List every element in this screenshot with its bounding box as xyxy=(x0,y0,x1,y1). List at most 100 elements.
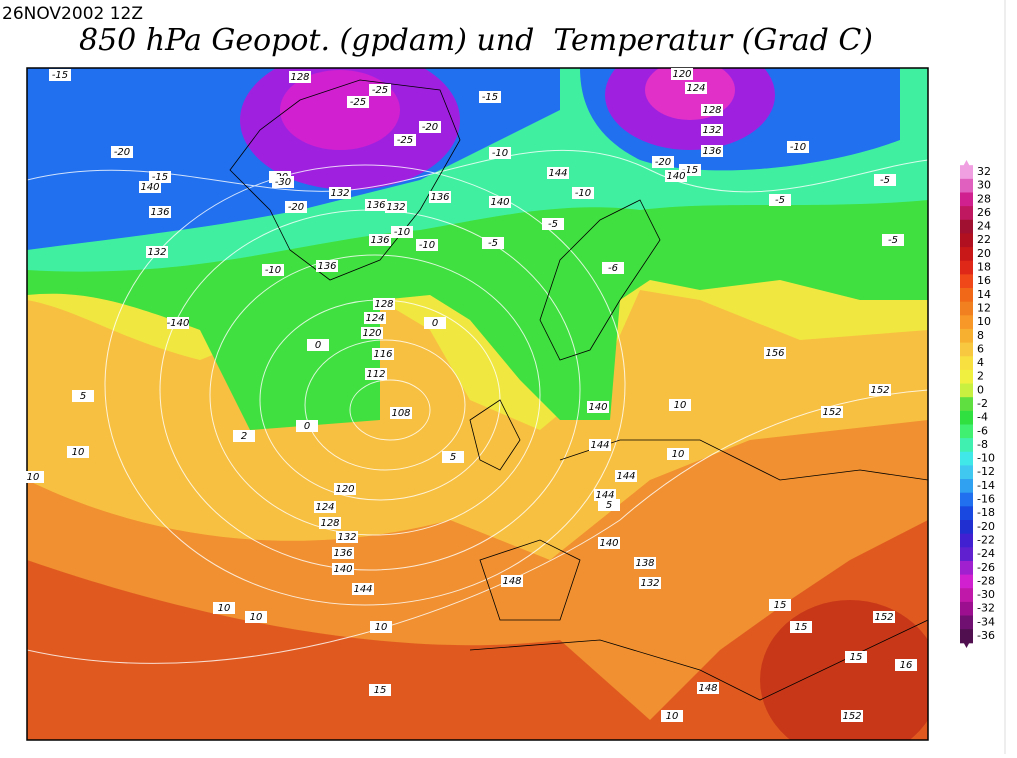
contour-label-box xyxy=(697,682,719,694)
contour-label: 140 xyxy=(490,197,509,208)
colorbar-swatch xyxy=(960,301,973,316)
contour-label: 112 xyxy=(366,369,385,380)
contour-label-box xyxy=(669,399,691,411)
field-red xyxy=(760,600,928,740)
contour-label-box xyxy=(314,501,336,513)
contour-label: 144 xyxy=(353,584,372,595)
contour-label: 128 xyxy=(290,72,309,83)
colorbar-label: 4 xyxy=(977,356,984,369)
contour-label-box xyxy=(639,577,661,589)
contour-label-box xyxy=(882,234,904,246)
contour-label: -5 xyxy=(548,219,558,230)
contour-label-box xyxy=(874,174,896,186)
colorbar-swatch xyxy=(960,451,973,466)
colorbar-swatch xyxy=(960,342,973,357)
colorbar-swatch xyxy=(960,492,973,507)
contour-label: 0 xyxy=(432,318,438,329)
contour-label: -5 xyxy=(880,175,890,186)
colorbar-swatch xyxy=(960,506,973,521)
contour-label-box xyxy=(416,239,438,251)
contour-label-box xyxy=(149,206,171,218)
contour-label: 10 xyxy=(375,622,388,633)
contour-label-box xyxy=(307,339,329,351)
contour-label-box xyxy=(764,347,786,359)
contour-label-box xyxy=(671,68,693,80)
contour-label-box xyxy=(667,448,689,460)
contour-label-box xyxy=(615,470,637,482)
contour-label: -5 xyxy=(888,235,898,246)
colorbar-swatch xyxy=(960,260,973,275)
contour-label: -15 xyxy=(482,92,498,103)
colorbar-swatch xyxy=(960,533,973,548)
contour-label: 15 xyxy=(374,685,387,696)
contour-label: 132 xyxy=(147,247,166,258)
contour-label-box xyxy=(701,124,723,136)
colorbar-swatch xyxy=(960,438,973,453)
colorbar-label: 8 xyxy=(977,329,984,342)
contour-label-box xyxy=(572,187,594,199)
contour-label-box xyxy=(373,298,395,310)
colorbar-swatch xyxy=(960,397,973,412)
contour-label-box xyxy=(547,167,569,179)
contour-label: 120 xyxy=(335,484,354,495)
colorbar-swatch xyxy=(960,479,973,494)
contour-label-box xyxy=(479,91,501,103)
contour-label-box xyxy=(285,201,307,213)
contour-label-box xyxy=(542,218,564,230)
contour-label: 15 xyxy=(774,600,787,611)
contour-label: 116 xyxy=(373,349,392,360)
colorbar-swatch xyxy=(960,615,973,630)
contour-label: 5 xyxy=(606,500,612,511)
map-area xyxy=(27,68,928,740)
contour-label-box xyxy=(149,171,171,183)
contour-label: 10 xyxy=(27,472,40,483)
contour-label: -20 xyxy=(655,157,671,168)
contour-label-box xyxy=(49,69,71,81)
contour-label-box xyxy=(233,430,255,442)
contour-label-box xyxy=(482,237,504,249)
contour-label: 156 xyxy=(765,348,784,359)
contour-label-box xyxy=(869,384,891,396)
contour-label: 136 xyxy=(702,146,721,157)
contour-label: 132 xyxy=(702,125,721,136)
contour-label-box xyxy=(289,71,311,83)
contour-label-box xyxy=(370,621,392,633)
colorbar-label: 0 xyxy=(977,383,984,396)
colorbar-swatch xyxy=(960,274,973,289)
contour-label: -15 xyxy=(682,165,698,176)
contour-label-box xyxy=(701,104,723,116)
colorbar-swatch xyxy=(960,601,973,617)
colorbar-label: 24 xyxy=(977,220,991,233)
contour-label-box xyxy=(390,407,412,419)
contour-label-box xyxy=(391,226,413,238)
colorbar-swatch xyxy=(960,465,973,480)
map-title: 850 hPa Geopot. (gpdam) und Temperatur (… xyxy=(79,23,873,58)
coastlines xyxy=(229,79,928,701)
contour-label-box xyxy=(589,439,611,451)
colorbar-label: 16 xyxy=(977,274,991,287)
contour-label: 132 xyxy=(640,578,659,589)
contour-label: 144 xyxy=(548,168,567,179)
colorbar-swatch xyxy=(960,383,973,398)
contour-label: 132 xyxy=(337,532,356,543)
contour-label: 136 xyxy=(150,207,169,218)
contour-label: -15 xyxy=(152,172,168,183)
colorbar-label: 6 xyxy=(977,342,984,355)
colorbar-label: 20 xyxy=(977,247,991,260)
colorbar-label: -12 xyxy=(977,465,995,478)
contour-label-box xyxy=(365,368,387,380)
colorbar-label: 12 xyxy=(977,301,991,314)
contour-label: 136 xyxy=(430,192,449,203)
contour-label: -5 xyxy=(775,195,785,206)
contour-label-box xyxy=(361,327,383,339)
colorbar-label: -28 xyxy=(977,574,995,587)
contour-label-box xyxy=(364,312,386,324)
contour-label-box xyxy=(316,260,338,272)
contour-label-box xyxy=(296,420,318,432)
contour-label-box xyxy=(769,599,791,611)
colorbar-label: 28 xyxy=(977,192,991,205)
contour-label-box xyxy=(652,156,674,168)
contour-label: 124 xyxy=(315,502,334,513)
colorbar-swatch xyxy=(960,288,973,303)
contour-label: 144 xyxy=(595,490,614,501)
